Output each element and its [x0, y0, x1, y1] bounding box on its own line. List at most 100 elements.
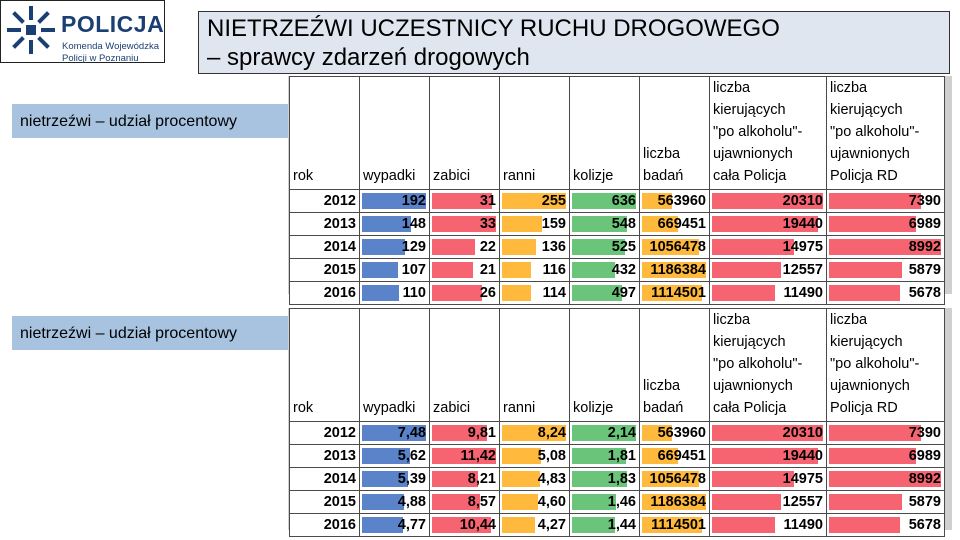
data-bar: [829, 471, 941, 487]
cell-zabici: 33: [429, 212, 500, 236]
cell-value: 4,83: [537, 471, 566, 487]
title-line-2: – sprawcy zdarzeń drogowych: [207, 44, 530, 71]
cell-value: 1186384: [650, 494, 706, 510]
cell-value: 1,46: [607, 494, 636, 510]
data-bar: [362, 216, 411, 232]
data-bar: [829, 193, 921, 209]
cell-ranni: 136: [499, 235, 570, 259]
data-bar: [829, 285, 900, 301]
slide-title: NIETRZEŹWI UCZESTNICY RUCHU DROGOWEGO – …: [198, 11, 950, 74]
cell-rok: 2014: [289, 235, 360, 259]
header-rd-line: Policja RD: [830, 168, 898, 184]
data-bar: [712, 448, 818, 464]
header-cala-line: cała Policja: [713, 168, 787, 184]
cell-rok: 2015: [289, 258, 360, 282]
cell-cala: 14975: [709, 467, 827, 491]
header-cala-line: ujawnionych: [713, 378, 793, 394]
logo-subtitle-1: Komenda Wojewódzka: [62, 41, 159, 52]
header-badan: liczba badań: [639, 76, 710, 190]
cell-wypadki: 107: [359, 258, 430, 282]
cell-rd: 6989: [826, 444, 945, 468]
data-bar: [829, 425, 921, 441]
cell-wypadki: 4,88: [359, 490, 430, 514]
cell-value: 4,27: [537, 517, 566, 533]
header-cala: liczba kierujących "po alkoholu"- ujawniony…: [709, 76, 827, 190]
cell-rd: 7390: [826, 189, 945, 213]
data-bar: [642, 262, 706, 278]
cell-cala: 14975: [709, 235, 827, 259]
data-bar: [572, 425, 636, 441]
cell-cala: 19440: [709, 212, 827, 236]
cell-rd: 5879: [826, 490, 945, 514]
cell-rok: 2013: [289, 212, 360, 236]
percent-table-frame: rok wypadki zabici ranni kolizje liczba badań l…: [288, 308, 952, 537]
cell-cala: 11490: [709, 513, 827, 537]
data-bar: [502, 494, 538, 510]
cell-value: 669451: [657, 216, 706, 232]
data-bar: [362, 425, 426, 441]
cell-value: 4,60: [537, 494, 566, 510]
data-bar: [502, 285, 531, 301]
cell-rok: 2016: [289, 513, 360, 537]
cell-zabici: 26: [429, 281, 500, 305]
counts-table-frame: rok wypadki zabici ranni kolizje liczba badań l…: [288, 76, 952, 305]
cell-badan: 1186384: [639, 490, 710, 514]
data-bar: [572, 239, 625, 255]
cell-value: 5,08: [537, 448, 566, 464]
header-rd-line: liczba: [830, 80, 868, 96]
header-kolizje: kolizje: [569, 308, 640, 422]
header-cala-line: cała Policja: [713, 400, 787, 416]
data-bar: [362, 239, 405, 255]
data-bar: [829, 262, 902, 278]
cell-ranni: 5,08: [499, 444, 570, 468]
cell-rd: 8992: [826, 467, 945, 491]
cell-rok: 2015: [289, 490, 360, 514]
data-bar: [502, 216, 542, 232]
data-bar: [712, 425, 823, 441]
cell-value: 8,21: [467, 471, 496, 487]
header-wypadki: wypadki: [359, 308, 430, 422]
data-bar: [432, 471, 478, 487]
header-rd-line: kierujących: [830, 102, 903, 118]
cell-cala: 11490: [709, 281, 827, 305]
cell-rok: 2013: [289, 444, 360, 468]
data-bar: [362, 494, 404, 510]
cell-rd: 5879: [826, 258, 945, 282]
data-bar: [572, 193, 636, 209]
star-emblem-icon: [7, 6, 55, 54]
data-bar: [362, 517, 403, 533]
cell-badan: 669451: [639, 212, 710, 236]
cell-value: 8992: [908, 471, 941, 487]
cell-value: 11,42: [460, 448, 497, 464]
header-ranni: ranni: [499, 308, 570, 422]
header-badan-line: liczba: [643, 146, 681, 162]
table-row: 2016 4,77 10,44 4,27 1,44 1114501 11490 5678: [289, 513, 945, 537]
cell-value: 1186384: [650, 262, 706, 278]
cell-value: 6989: [908, 448, 941, 464]
data-bar: [712, 517, 775, 533]
cell-kolizje: 636: [569, 189, 640, 213]
cell-value: 4,77: [397, 517, 426, 533]
data-bar: [829, 239, 941, 255]
data-bar: [502, 471, 540, 487]
cell-rd: 8992: [826, 235, 945, 259]
cell-ranni: 4,60: [499, 490, 570, 514]
cell-value: 5678: [908, 517, 941, 533]
data-bar: [642, 448, 678, 464]
cell-cala: 19440: [709, 444, 827, 468]
cell-value: 2,14: [607, 425, 636, 441]
cell-zabici: 31: [429, 189, 500, 213]
data-bar: [432, 285, 482, 301]
data-bar: [712, 471, 794, 487]
table-row: 2016 110 26 114 497 1114501 11490 5678: [289, 281, 945, 305]
cell-zabici: 11,42: [429, 444, 500, 468]
data-bar: [362, 448, 410, 464]
header-badan: liczba badań: [639, 308, 710, 422]
cell-wypadki: 192: [359, 189, 430, 213]
cell-value: 8,57: [467, 494, 496, 510]
data-bar: [829, 494, 902, 510]
cell-value: 8,24: [537, 425, 566, 441]
cell-value: 255: [541, 193, 566, 209]
header-rd: liczba kierujących "po alkoholu"- ujawniony…: [826, 76, 945, 190]
data-bar: [362, 262, 398, 278]
